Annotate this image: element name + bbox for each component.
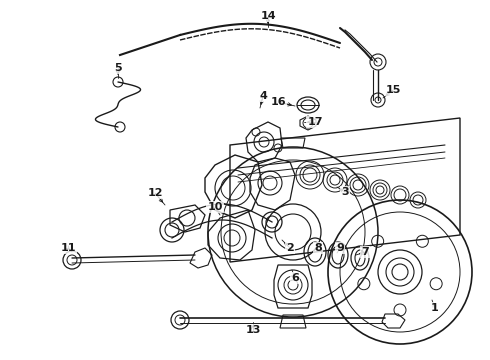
Text: 9: 9 bbox=[336, 243, 344, 253]
Text: 7: 7 bbox=[361, 247, 369, 257]
Text: 1: 1 bbox=[431, 303, 439, 313]
Text: 6: 6 bbox=[291, 273, 299, 283]
Text: 3: 3 bbox=[341, 187, 349, 197]
Text: 2: 2 bbox=[286, 243, 294, 253]
Text: 16: 16 bbox=[270, 97, 286, 107]
Text: 10: 10 bbox=[207, 202, 222, 212]
Text: 4: 4 bbox=[259, 91, 267, 101]
Text: 8: 8 bbox=[314, 243, 322, 253]
Text: 12: 12 bbox=[147, 188, 163, 198]
Text: 17: 17 bbox=[307, 117, 323, 127]
Text: 14: 14 bbox=[260, 11, 276, 21]
Text: 5: 5 bbox=[114, 63, 122, 73]
Text: 15: 15 bbox=[385, 85, 401, 95]
Circle shape bbox=[392, 264, 408, 280]
Text: 13: 13 bbox=[245, 325, 261, 335]
Text: 11: 11 bbox=[60, 243, 76, 253]
